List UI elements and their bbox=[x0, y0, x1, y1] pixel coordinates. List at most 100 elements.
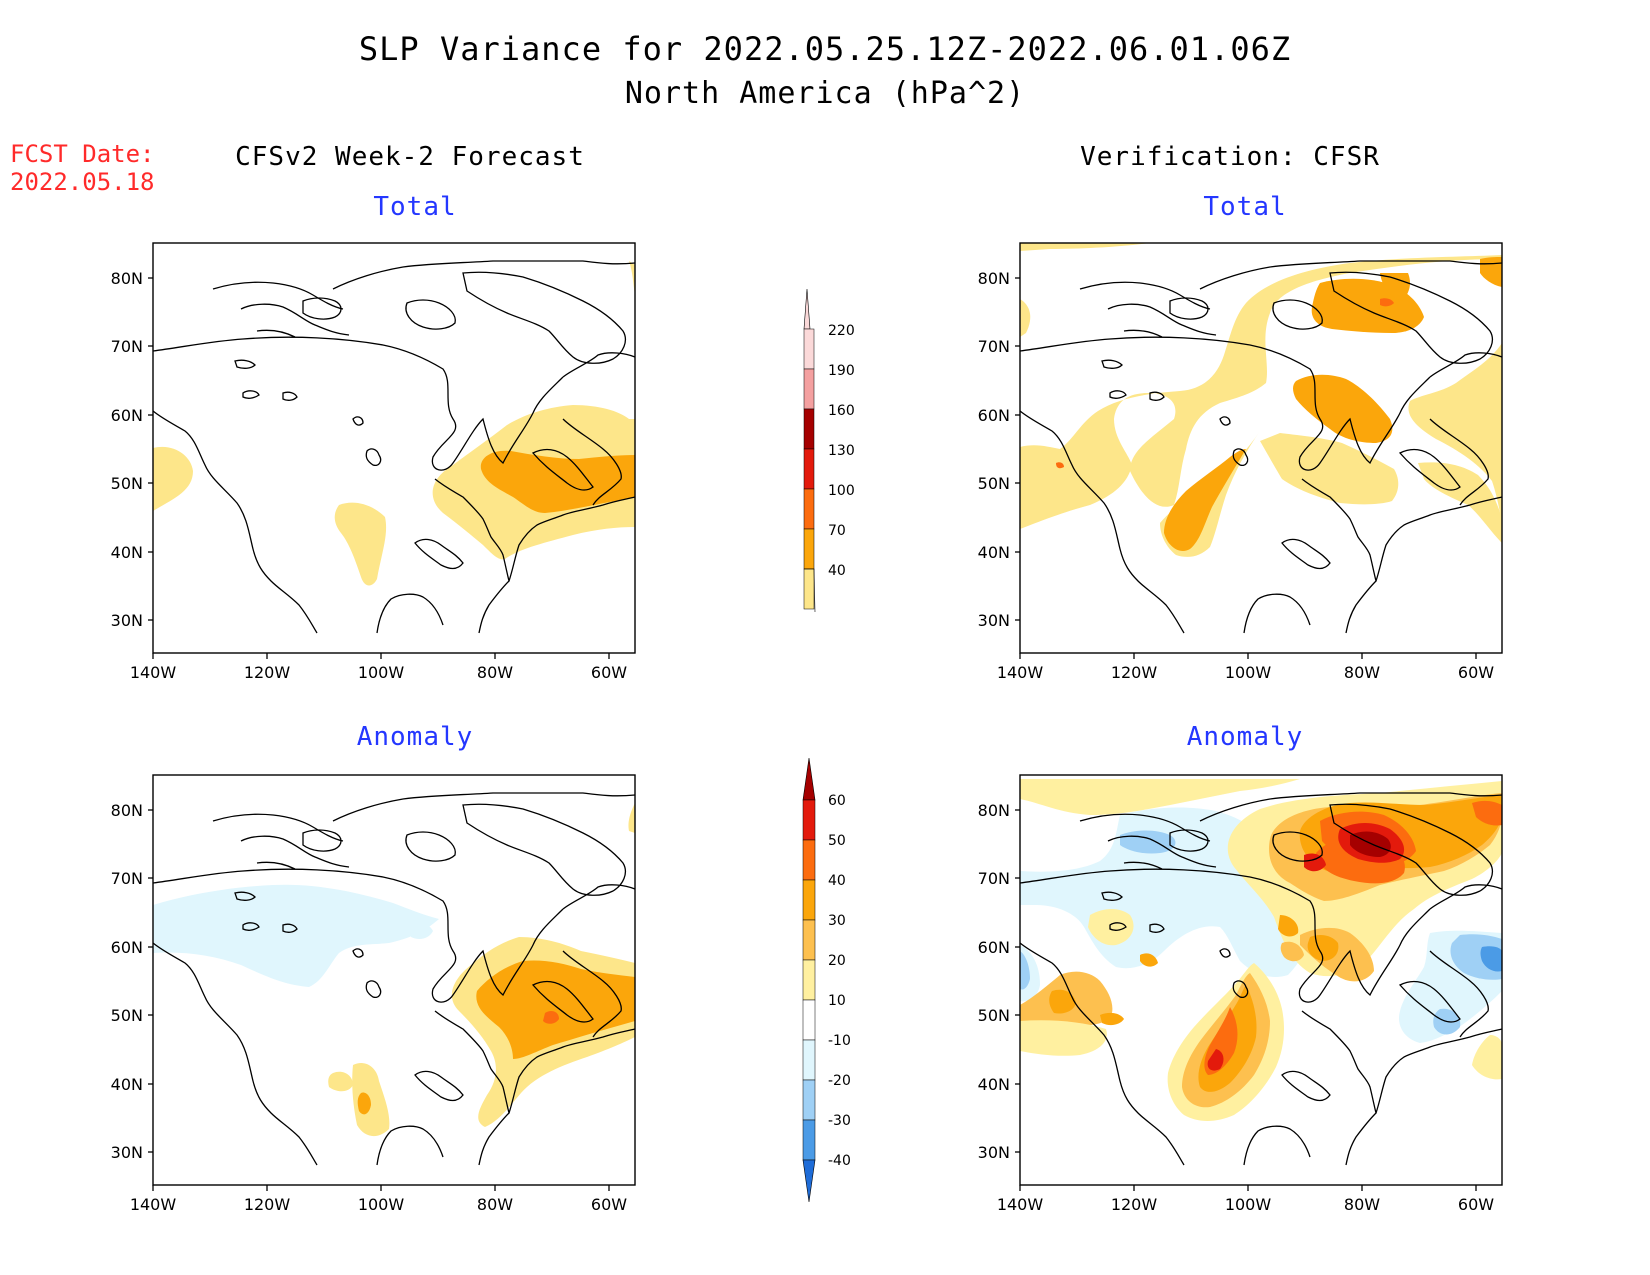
lat-label: 30N bbox=[978, 611, 1010, 630]
lon-label: 120W bbox=[244, 1195, 291, 1214]
lon-label: 100W bbox=[358, 1195, 405, 1214]
colorbar-swatch bbox=[802, 1079, 816, 1121]
colorbar-level: 60 bbox=[828, 793, 846, 809]
map-panel-verif-total bbox=[1014, 242, 1503, 660]
lon-label: 80W bbox=[477, 1195, 513, 1214]
map-panel-fcst-total bbox=[147, 242, 636, 660]
colorbar-top-arrow bbox=[803, 288, 811, 330]
lat-label: 60N bbox=[111, 938, 143, 957]
lon-label: 140W bbox=[997, 663, 1044, 682]
lon-label: 100W bbox=[358, 663, 405, 682]
fcst-date-value: 2022.05.18 bbox=[10, 168, 155, 196]
map-frame bbox=[1019, 242, 1503, 654]
lon-label: 140W bbox=[130, 1195, 177, 1214]
lon-labels-fcst-anomaly: 140W 120W 100W 80W 60W bbox=[130, 1195, 627, 1214]
lon-labels-verif-anomaly: 140W 120W 100W 80W 60W bbox=[997, 1195, 1494, 1214]
colorbar-swatch bbox=[802, 999, 816, 1041]
lat-label: 40N bbox=[978, 543, 1010, 562]
lat-label: 50N bbox=[111, 474, 143, 493]
lat-label: 30N bbox=[111, 611, 143, 630]
colorbar-swatch bbox=[802, 799, 816, 841]
colorbar-swatch bbox=[803, 368, 815, 410]
subtitle: North America (hPa^2) bbox=[624, 76, 1026, 111]
shading-fcst-anomaly bbox=[153, 803, 635, 1137]
colorbar-level: 130 bbox=[828, 443, 855, 459]
colorbar-level: 10 bbox=[828, 993, 846, 1009]
lon-label: 80W bbox=[1344, 663, 1380, 682]
axis-labels: 80N 70N 60N 50N 40N 30N 80N 70N 60N 50N … bbox=[111, 269, 1495, 1214]
lon-labels-fcst-total: 140W 120W 100W 80W 60W bbox=[130, 663, 627, 682]
lat-label: 40N bbox=[111, 543, 143, 562]
lat-label: 70N bbox=[111, 337, 143, 356]
colorbar-level: -40 bbox=[828, 1153, 851, 1169]
colorbar-level: 190 bbox=[828, 363, 855, 379]
colorbar-level: 220 bbox=[828, 323, 855, 339]
lat-label: 30N bbox=[978, 1143, 1010, 1162]
lon-labels-verif-total: 140W 120W 100W 80W 60W bbox=[997, 663, 1494, 682]
lon-label: 100W bbox=[1225, 663, 1272, 682]
right-column-title: Verification: CFSR bbox=[1080, 142, 1380, 172]
colorbar-level: 20 bbox=[828, 953, 846, 969]
lon-label: 80W bbox=[477, 663, 513, 682]
lat-label: 40N bbox=[978, 1075, 1010, 1094]
lon-label: 120W bbox=[244, 663, 291, 682]
panel-title-fcst-total: Total bbox=[373, 192, 457, 222]
lat-label: 50N bbox=[111, 1006, 143, 1025]
lon-label: 140W bbox=[130, 663, 177, 682]
anomaly-colorbar: 60 50 40 30 20 10 -10 -20 -30 -40 bbox=[802, 757, 851, 1203]
lat-label: 80N bbox=[111, 269, 143, 288]
lat-label: 80N bbox=[111, 801, 143, 820]
colorbar-top-arrow bbox=[802, 757, 816, 801]
map-frame bbox=[1019, 774, 1503, 1186]
colorbar-swatch bbox=[802, 959, 816, 1001]
colorbar-swatch bbox=[803, 328, 815, 370]
lon-label: 60W bbox=[1458, 1195, 1494, 1214]
lat-label: 80N bbox=[978, 801, 1010, 820]
lat-label: 70N bbox=[978, 337, 1010, 356]
left-column-title: CFSv2 Week-2 Forecast bbox=[235, 142, 585, 172]
colorbar-swatch bbox=[803, 448, 815, 490]
lat-label: 80N bbox=[978, 269, 1010, 288]
colorbar-level: 100 bbox=[828, 483, 855, 499]
lon-label: 80W bbox=[1344, 1195, 1380, 1214]
lat-labels-fcst-anomaly: 80N 70N 60N 50N 40N 30N bbox=[111, 801, 143, 1162]
colorbar-swatch bbox=[803, 568, 815, 610]
lon-label: 120W bbox=[1111, 1195, 1158, 1214]
panel-title-fcst-anomaly: Anomaly bbox=[356, 722, 474, 752]
lat-label: 70N bbox=[111, 869, 143, 888]
map-panel-verif-anomaly bbox=[1014, 774, 1503, 1192]
lat-label: 50N bbox=[978, 1006, 1010, 1025]
colorbar-swatch bbox=[803, 408, 815, 450]
panel-title-verif-anomaly: Anomaly bbox=[1186, 722, 1304, 752]
colorbar-bottom-arrow bbox=[802, 1159, 816, 1203]
colorbar-level: 70 bbox=[828, 523, 846, 539]
lat-label: 60N bbox=[978, 406, 1010, 425]
lat-label: 70N bbox=[978, 869, 1010, 888]
total-colorbar: 220 190 160 130 100 70 40 bbox=[803, 288, 855, 613]
lat-label: 60N bbox=[111, 406, 143, 425]
colorbar-swatch bbox=[802, 1119, 816, 1161]
colorbar-swatch bbox=[803, 528, 815, 570]
colorbar-swatch bbox=[802, 1039, 816, 1081]
lat-label: 30N bbox=[111, 1143, 143, 1162]
map-frame bbox=[152, 774, 636, 1186]
panel-title-verif-total: Total bbox=[1203, 192, 1287, 222]
fcst-date-label: FCST Date: bbox=[10, 140, 155, 168]
colorbar-level: -10 bbox=[828, 1033, 851, 1049]
shading-verif-anomaly bbox=[1020, 779, 1502, 1121]
lon-label: 60W bbox=[1458, 663, 1494, 682]
lat-labels-fcst-total: 80N 70N 60N 50N 40N 30N bbox=[111, 269, 143, 630]
shading-fcst-total bbox=[153, 261, 635, 586]
fcst-date-block: FCST Date: 2022.05.18 bbox=[10, 140, 155, 196]
main-title: SLP Variance for 2022.05.25.12Z-2022.06.… bbox=[358, 30, 1292, 68]
colorbar-level: 50 bbox=[828, 833, 846, 849]
colorbar-swatch bbox=[802, 839, 816, 881]
lat-label: 60N bbox=[978, 938, 1010, 957]
map-panel-fcst-anomaly bbox=[147, 774, 636, 1192]
lon-label: 140W bbox=[997, 1195, 1044, 1214]
colorbar-level: 160 bbox=[828, 403, 855, 419]
lon-label: 100W bbox=[1225, 1195, 1272, 1214]
lat-labels-verif-total: 80N 70N 60N 50N 40N 30N bbox=[978, 269, 1010, 630]
map-frame bbox=[152, 242, 636, 654]
